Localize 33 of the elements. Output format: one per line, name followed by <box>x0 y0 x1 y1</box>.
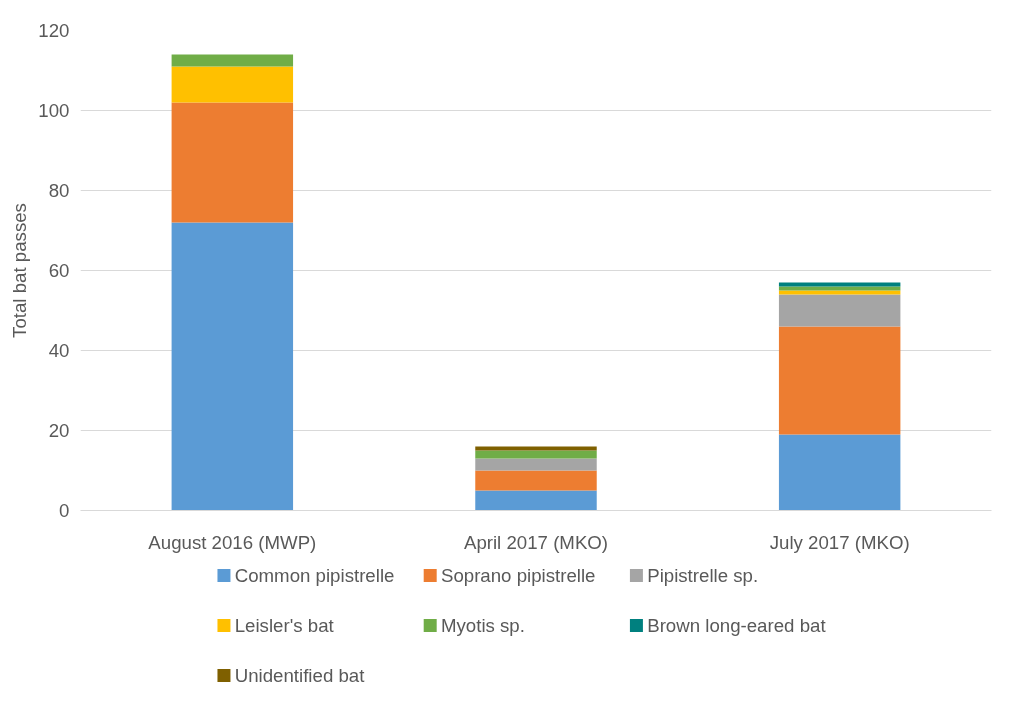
legend-label: Soprano pipistrelle <box>440 565 596 586</box>
x-tick-label: July 2017 (MKO) <box>769 531 910 553</box>
bar <box>778 294 901 327</box>
y-tick-label: 80 <box>48 180 70 201</box>
y-tick-label: 100 <box>38 100 70 121</box>
bar <box>171 222 294 511</box>
bar <box>778 434 901 511</box>
bar <box>475 446 597 451</box>
legend-label: Unidentified bat <box>234 665 366 686</box>
bar <box>778 282 901 287</box>
legend-label: Brown long-eared bat <box>647 615 827 636</box>
legend-label: Leisler's bat <box>234 615 335 636</box>
y-tick-label: 20 <box>48 420 70 441</box>
bar <box>171 66 294 103</box>
y-tick-label: 0 <box>59 500 70 521</box>
bar <box>475 490 597 511</box>
bar <box>475 458 597 471</box>
bar <box>171 54 294 67</box>
y-tick-label: 120 <box>38 20 70 41</box>
bar <box>475 470 597 491</box>
bar <box>171 102 294 223</box>
x-tick-label: April 2017 (MKO) <box>463 531 609 553</box>
bar <box>778 326 901 435</box>
bar <box>778 286 901 291</box>
bar <box>475 450 597 459</box>
y-tick-label: 40 <box>48 340 70 361</box>
legend-label: Pipistrelle sp. <box>647 565 759 586</box>
x-tick-label: August 2016 (MWP) <box>148 531 317 553</box>
y-tick-label: 60 <box>48 260 70 281</box>
bar <box>778 290 901 295</box>
y-axis-title: Total bat passes <box>9 203 31 338</box>
legend-label: Common pipistrelle <box>234 565 395 586</box>
legend-label: Myotis sp. <box>440 615 525 636</box>
